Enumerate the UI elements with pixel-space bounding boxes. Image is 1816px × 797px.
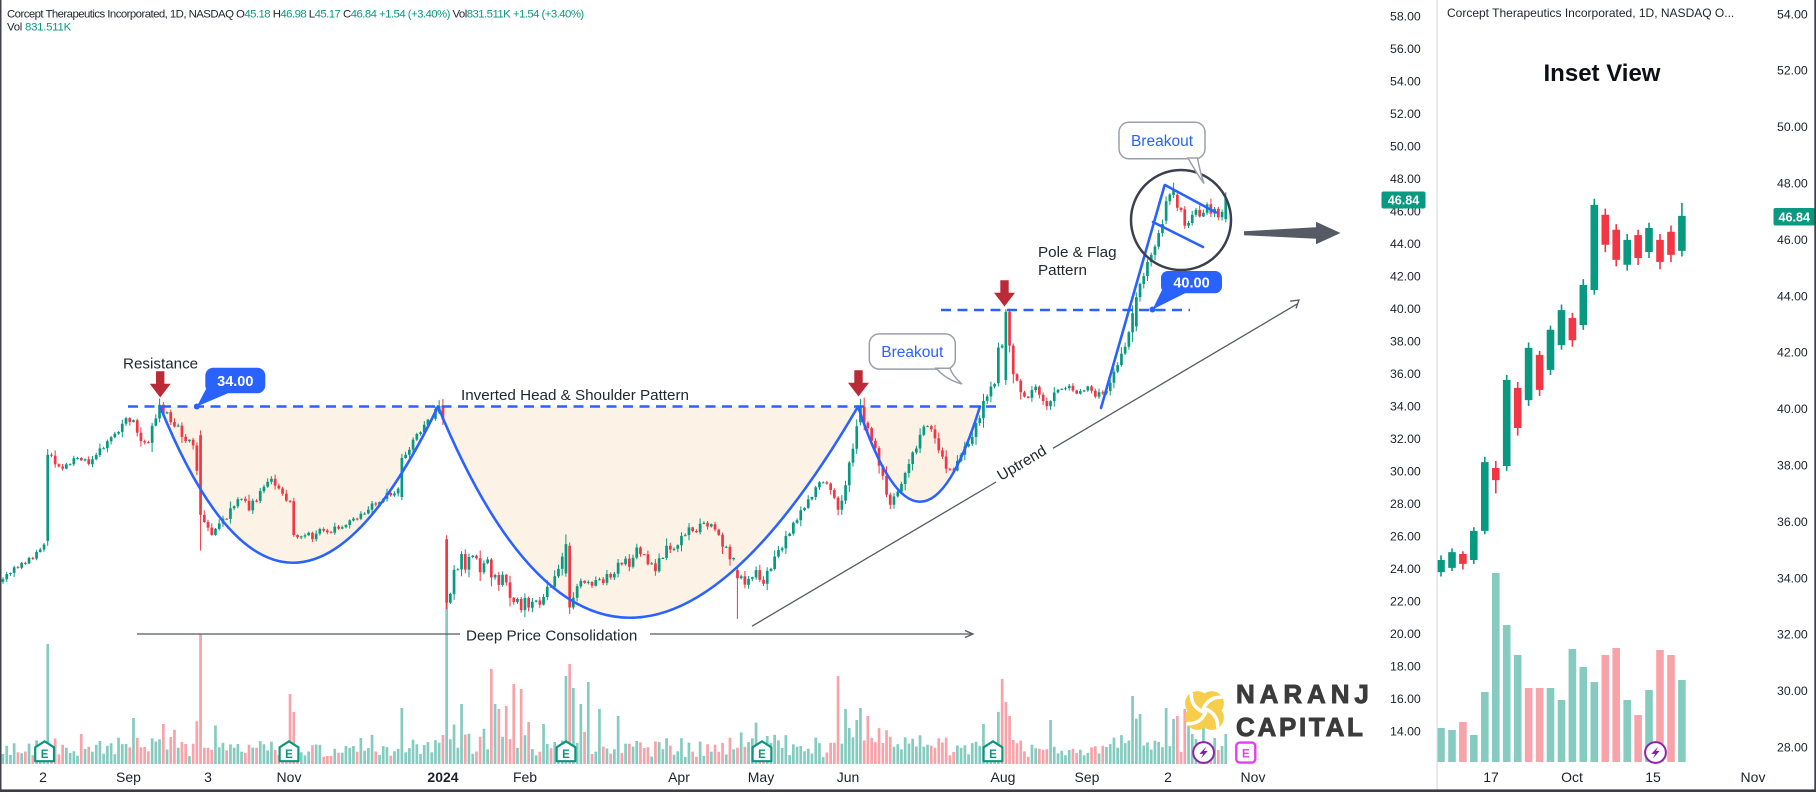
svg-text:Pole & Flag: Pole & Flag [1038, 244, 1117, 261]
svg-text:CAPITAL: CAPITAL [1236, 712, 1366, 742]
svg-text:46.84: 46.84 [1779, 210, 1811, 224]
svg-text:46.00: 46.00 [1777, 233, 1808, 247]
svg-text:30.00: 30.00 [1390, 464, 1421, 478]
svg-text:E: E [1242, 749, 1250, 761]
svg-text:50.00: 50.00 [1390, 139, 1421, 153]
svg-text:Nov: Nov [1741, 769, 1766, 785]
svg-text:48.00: 48.00 [1777, 177, 1808, 191]
svg-text:28.00: 28.00 [1777, 741, 1808, 755]
svg-text:E: E [758, 749, 766, 761]
svg-text:Inverted Head & Shoulder Patte: Inverted Head & Shoulder Pattern [461, 387, 689, 404]
svg-text:34.00: 34.00 [1390, 399, 1421, 413]
svg-text:50.00: 50.00 [1777, 120, 1808, 134]
svg-text:E: E [989, 749, 997, 761]
svg-text:38.00: 38.00 [1390, 334, 1421, 348]
svg-text:Nov: Nov [277, 769, 302, 785]
svg-text:Deep Price Consolidation: Deep Price Consolidation [466, 628, 637, 645]
svg-text:Corcept Therapeutics Incorpora: Corcept Therapeutics Incorporated, 1D, N… [1447, 6, 1734, 20]
svg-text:40.00: 40.00 [1777, 402, 1808, 416]
svg-text:Pattern: Pattern [1038, 262, 1087, 279]
svg-text:2: 2 [1164, 769, 1172, 785]
svg-text:16.00: 16.00 [1390, 692, 1421, 706]
svg-text:28.00: 28.00 [1390, 497, 1421, 511]
svg-text:54.00: 54.00 [1777, 7, 1808, 21]
svg-text:Corcept Therapeutics Incorpora: Corcept Therapeutics Incorporated, 1D, N… [7, 9, 584, 21]
svg-text:44.00: 44.00 [1777, 289, 1808, 303]
svg-text:18.00: 18.00 [1390, 659, 1421, 673]
svg-text:24.00: 24.00 [1390, 562, 1421, 576]
svg-text:Inset View: Inset View [1544, 60, 1661, 87]
svg-text:36.00: 36.00 [1390, 367, 1421, 381]
svg-text:Feb: Feb [513, 769, 537, 785]
svg-text:38.00: 38.00 [1777, 459, 1808, 473]
svg-text:42.00: 42.00 [1777, 346, 1808, 360]
svg-text:E: E [41, 749, 49, 761]
svg-text:3: 3 [204, 769, 212, 785]
svg-text:36.00: 36.00 [1777, 515, 1808, 529]
svg-text:48.00: 48.00 [1390, 172, 1421, 186]
svg-text:NARANJ: NARANJ [1236, 679, 1374, 709]
svg-text:Nov: Nov [1241, 769, 1266, 785]
svg-text:52.00: 52.00 [1777, 64, 1808, 78]
svg-text:Sep: Sep [116, 769, 141, 785]
svg-text:52.00: 52.00 [1390, 107, 1421, 121]
svg-text:44.00: 44.00 [1390, 237, 1421, 251]
svg-text:22.00: 22.00 [1390, 594, 1421, 608]
svg-text:20.00: 20.00 [1390, 627, 1421, 641]
svg-text:Oct: Oct [1561, 769, 1583, 785]
svg-text:May: May [748, 769, 774, 785]
svg-text:46.84: 46.84 [1388, 193, 1420, 207]
svg-text:E: E [285, 749, 293, 761]
svg-text:40.00: 40.00 [1173, 275, 1209, 291]
svg-text:14.00: 14.00 [1390, 724, 1421, 738]
svg-text:Vol 831.511K: Vol 831.511K [7, 22, 72, 34]
svg-text:Breakout: Breakout [881, 344, 944, 361]
svg-text:34.00: 34.00 [217, 374, 253, 390]
svg-text:2: 2 [39, 769, 47, 785]
svg-text:58.00: 58.00 [1390, 9, 1421, 23]
svg-text:32.00: 32.00 [1390, 432, 1421, 446]
svg-text:Apr: Apr [668, 769, 690, 785]
svg-text:E: E [562, 749, 570, 761]
svg-text:56.00: 56.00 [1390, 42, 1421, 56]
svg-text:17: 17 [1483, 769, 1499, 785]
svg-text:26.00: 26.00 [1390, 529, 1421, 543]
svg-text:54.00: 54.00 [1390, 74, 1421, 88]
svg-text:34.00: 34.00 [1777, 571, 1808, 585]
svg-text:15: 15 [1645, 769, 1661, 785]
svg-text:Jun: Jun [837, 769, 860, 785]
svg-text:Breakout: Breakout [1131, 133, 1194, 150]
svg-text:Resistance: Resistance [123, 356, 198, 373]
svg-text:30.00: 30.00 [1777, 684, 1808, 698]
svg-text:2024: 2024 [427, 769, 458, 785]
svg-text:Aug: Aug [991, 769, 1016, 785]
svg-text:42.00: 42.00 [1390, 269, 1421, 283]
svg-text:Sep: Sep [1075, 769, 1100, 785]
svg-text:32.00: 32.00 [1777, 628, 1808, 642]
svg-text:40.00: 40.00 [1390, 302, 1421, 316]
